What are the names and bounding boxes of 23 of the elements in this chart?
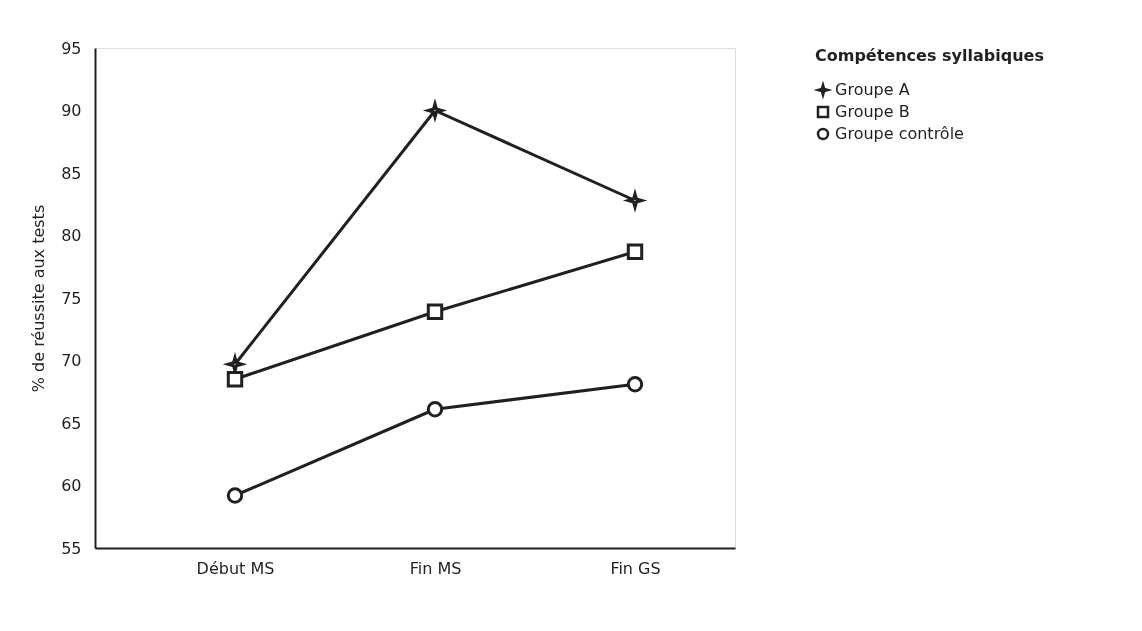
- point: [626, 376, 644, 393]
- legend-label: Groupe contrôle: [835, 124, 964, 143]
- legend-label: Groupe B: [835, 102, 910, 121]
- point: [426, 303, 444, 320]
- y-tick-label: 85: [61, 163, 82, 183]
- legend-title: Compétences syllabiques: [815, 46, 1044, 65]
- x-tick-label: Fin GS: [610, 558, 661, 578]
- y-tick-label: 55: [61, 538, 82, 558]
- y-tick-label: 70: [61, 351, 82, 370]
- x-tick-label: Fin MS: [409, 558, 462, 578]
- x-tick-label: Début MS: [196, 558, 275, 578]
- point: [426, 401, 444, 418]
- y-tick-label: 60: [61, 476, 82, 495]
- y-tick-label: 95: [61, 38, 82, 58]
- point: [226, 487, 244, 504]
- legend-label: Groupe A: [835, 80, 910, 99]
- y-tick-label: 90: [61, 101, 82, 120]
- y-axis-title: % de réussite aux tests: [29, 204, 49, 393]
- y-tick-label: 75: [61, 288, 82, 308]
- y-tick-label: 80: [61, 226, 82, 245]
- point: [626, 243, 644, 260]
- y-tick-label: 65: [61, 413, 82, 433]
- point: [226, 371, 244, 388]
